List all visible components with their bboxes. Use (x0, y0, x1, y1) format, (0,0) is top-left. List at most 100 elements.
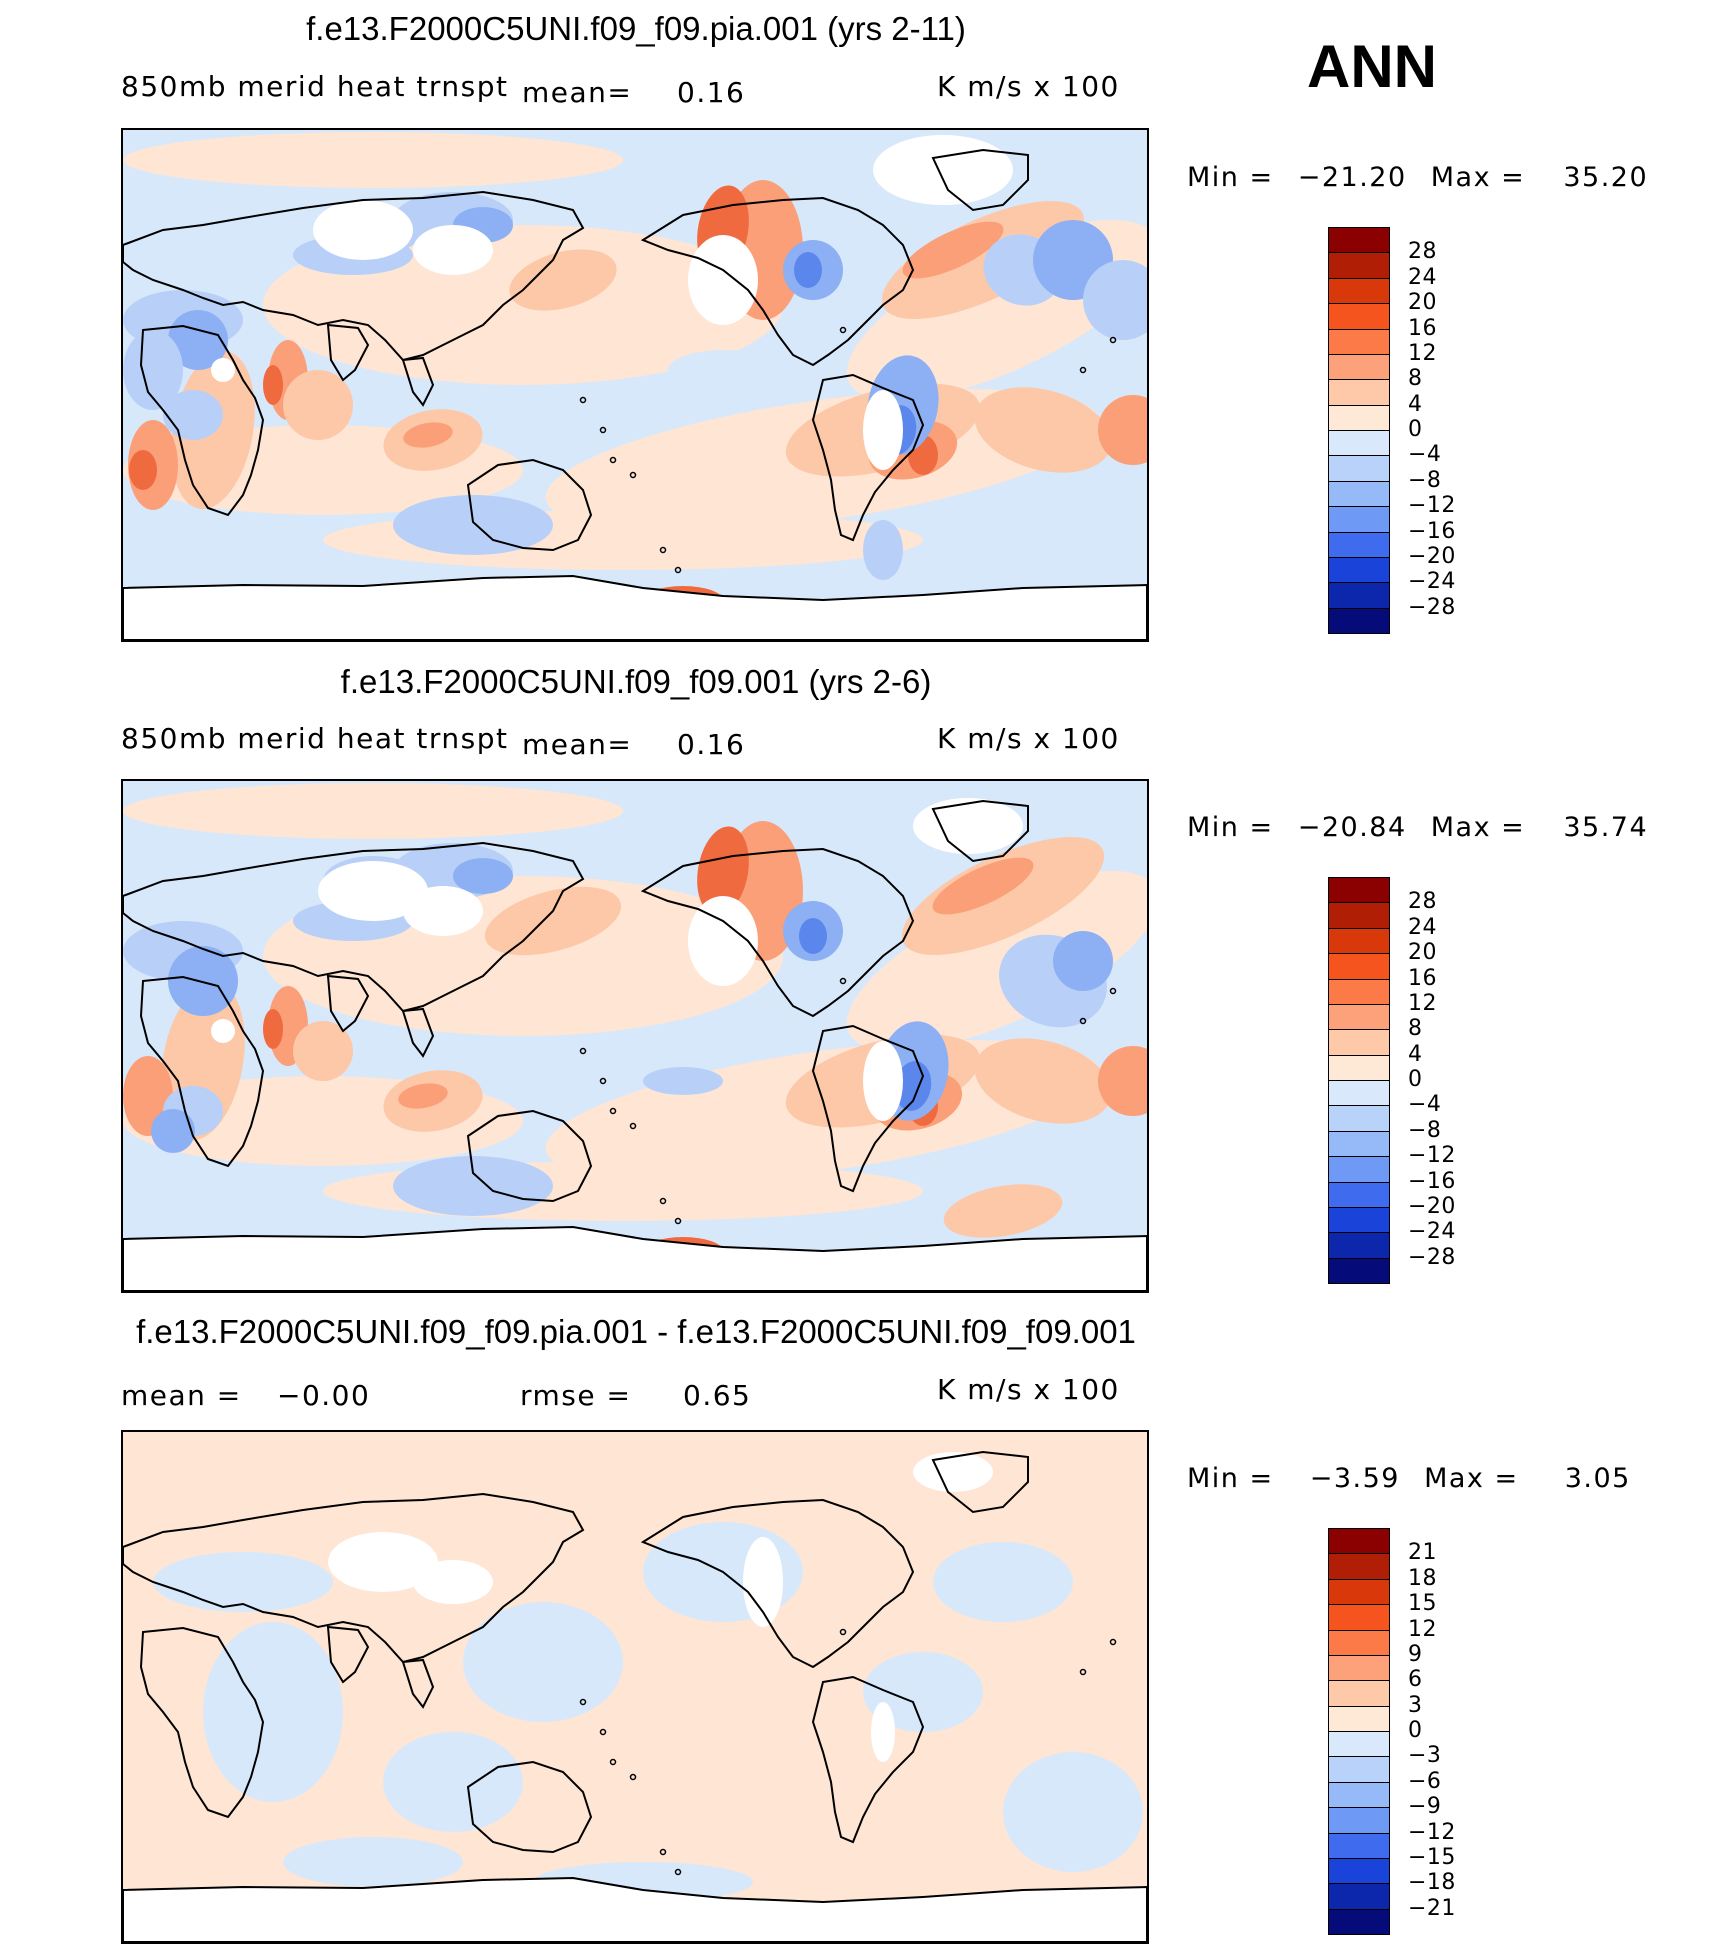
island (579, 1047, 587, 1055)
island (674, 1217, 682, 1225)
colorbar-swatch (1328, 1756, 1390, 1783)
coastline (811, 1675, 925, 1844)
panel-1-variable-label: 850mb merid heat trnspt (121, 70, 509, 103)
missing-data (863, 390, 903, 470)
field-contour (203, 1622, 343, 1802)
field-contour (799, 918, 827, 954)
coastline (931, 148, 1029, 212)
panel-1-minmax: Min = −21.20 Max = 35.20 (1187, 162, 1648, 193)
colorbar-swatch (1328, 1054, 1390, 1081)
colorbar-swatch (1328, 1654, 1390, 1682)
colorbar-swatch (1328, 902, 1390, 929)
coastline (401, 1007, 435, 1058)
colorbar-tick-label: 28 (1408, 239, 1437, 265)
field-contour (901, 837, 1105, 955)
panel-3-minmax: Min = −3.59 Max = 3.05 (1187, 1463, 1631, 1494)
island (609, 456, 617, 464)
field-contour (263, 1009, 283, 1049)
missing-data (211, 358, 235, 382)
colorbar-swatch (1328, 1181, 1390, 1208)
coastline (466, 1109, 593, 1203)
colorbar-tick-label: 16 (1408, 965, 1437, 991)
missing-data (863, 1041, 903, 1121)
field-contour (393, 495, 553, 555)
panel-1-map (121, 128, 1149, 642)
colorbar-swatch (1328, 1105, 1390, 1132)
colorbar-tick-label: −28 (1408, 1244, 1456, 1270)
field-band (123, 783, 623, 839)
colorbar-swatch (1328, 607, 1390, 634)
field-contour (881, 201, 1085, 319)
field-contour (123, 330, 183, 410)
colorbar-tick-label: −4 (1408, 1092, 1442, 1118)
coastline (123, 841, 585, 1013)
coastline (139, 1626, 265, 1819)
panel-1-colorbar: 28 24 20 16 12 8 4 0 −4 −8 −12 −16 −20 −24 −28 (1328, 227, 1455, 634)
island (599, 1077, 607, 1085)
colorbar-tick-label: −8 (1408, 467, 1442, 493)
field-contour (283, 370, 353, 440)
panel-2-variable-label: 850mb merid heat trnspt (121, 722, 509, 755)
coastline (640, 1498, 915, 1669)
colorbar-tick-label: 4 (1408, 391, 1423, 417)
missing-data (871, 1702, 895, 1762)
missing-data (318, 861, 428, 921)
panel-1-max-label: Max = (1430, 162, 1526, 193)
panel-1-mean-value: 0.16 (677, 76, 746, 109)
island (839, 326, 847, 334)
colorbar-swatch (1328, 353, 1390, 381)
antarctica (123, 1225, 1147, 1291)
colorbar-swatch (1328, 1832, 1390, 1859)
field-contour (1098, 395, 1147, 465)
colorbar-swatch (1328, 430, 1390, 457)
panel-1-title: f.e13.F2000C5UNI.f09_f09.pia.001 (yrs 2-… (306, 10, 966, 47)
colorbar-swatch (1328, 227, 1390, 254)
colorbar-swatch (1328, 1807, 1390, 1834)
panel-2-max-value: 35.74 (1563, 812, 1649, 843)
panel-3-map (121, 1430, 1149, 1944)
coastline (931, 799, 1029, 863)
colorbar-swatch (1328, 1857, 1390, 1885)
colorbar-tick-label: 16 (1408, 315, 1437, 341)
missing-data (743, 1537, 783, 1627)
coastline (811, 373, 925, 542)
field-contour (933, 1542, 1073, 1622)
field-contour (902, 221, 1004, 279)
island (629, 1773, 637, 1781)
island (1079, 1668, 1087, 1676)
colorbar-tick-label: −18 (1408, 1870, 1456, 1896)
field-contour (463, 1602, 623, 1722)
colorbar-swatch (1328, 927, 1390, 955)
panel-3-min-value: −3.59 (1309, 1463, 1400, 1494)
colorbar-swatch (1328, 455, 1390, 482)
field-contour (393, 1156, 553, 1216)
island (599, 426, 607, 434)
colorbar-swatch (1328, 379, 1390, 406)
island (1109, 1638, 1117, 1646)
colorbar-tick-label: 12 (1408, 1616, 1437, 1642)
island (579, 1698, 587, 1706)
colorbar-swatch (1328, 1553, 1390, 1580)
island (839, 1628, 847, 1636)
field-contour (1053, 931, 1113, 991)
colorbar-tick-label: −12 (1408, 493, 1456, 519)
colorbar-swatch (1328, 1156, 1390, 1183)
colorbar-tick-label: −24 (1408, 569, 1456, 595)
colorbar-swatch (1328, 1029, 1390, 1056)
missing-data (688, 896, 758, 986)
field-contour (863, 1652, 983, 1732)
colorbar-swatch (1328, 531, 1390, 558)
field-contour (163, 390, 223, 440)
missing-data (413, 1560, 493, 1604)
coastline (123, 190, 585, 362)
coastline (139, 975, 265, 1168)
colorbar-tick-label: −12 (1408, 1819, 1456, 1845)
colorbar-swatch (1328, 1908, 1390, 1935)
field-contour (863, 520, 903, 580)
island (609, 1758, 617, 1766)
colorbar-swatch (1328, 1781, 1390, 1809)
coastline (466, 458, 593, 552)
colorbar-swatch (1328, 1130, 1390, 1158)
panel-2-title: f.e13.F2000C5UNI.f09_f09.001 (yrs 2-6) (340, 663, 932, 700)
panel-3-mean-value: −0.00 (277, 1379, 371, 1412)
